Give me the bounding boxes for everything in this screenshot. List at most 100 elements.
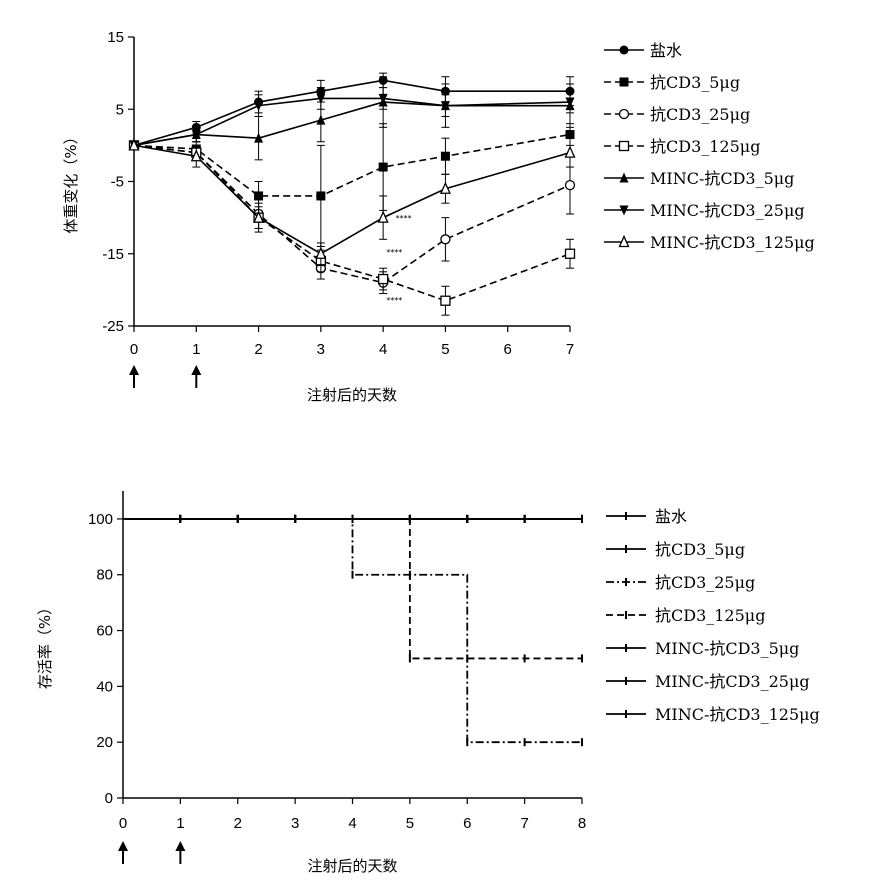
survival-line [123, 518, 582, 744]
data-point-marker [190, 149, 202, 162]
data-point-marker [564, 248, 576, 259]
y-tick-label: -5 [111, 174, 124, 191]
significance-annotation: **** [386, 296, 402, 305]
x-tick-label: 6 [463, 815, 471, 832]
data-point-marker [377, 210, 389, 223]
y-tick-label: 40 [96, 678, 113, 695]
legend-label: MINC-抗CD3_125μg [650, 233, 815, 252]
series-line [133, 144, 571, 255]
data-point-marker [565, 130, 575, 140]
data-point-marker [619, 205, 629, 216]
legend-label: 抗CD3_125μg [655, 606, 765, 625]
legend-label: 抗CD3_25μg [655, 573, 755, 592]
legend-label: 抗CD3_5μg [655, 540, 745, 559]
legend-label: 盐水 [655, 507, 687, 526]
data-point-marker [316, 114, 326, 125]
x-tick-label: 3 [317, 341, 325, 358]
data-point-marker [253, 210, 265, 223]
injection-arrow-head [118, 841, 128, 851]
series-line [133, 133, 571, 197]
y-tick-label: 15 [107, 29, 124, 46]
data-point-marker [439, 181, 451, 194]
series-line [133, 79, 570, 147]
legend-label: 抗CD3_125μg [650, 137, 760, 156]
data-point-marker [564, 145, 576, 158]
series-6 [128, 137, 576, 266]
y-axis-label: 体重变化（%） [62, 129, 80, 233]
data-point-marker [565, 97, 575, 108]
injection-arrow-head [129, 365, 139, 375]
data-point-marker [128, 138, 140, 151]
x-tick-label: 0 [130, 341, 138, 358]
x-tick-label: 2 [254, 341, 262, 358]
x-tick-label: 4 [379, 341, 387, 358]
injection-arrow-head [191, 365, 202, 375]
data-point-marker [254, 132, 264, 143]
x-tick-label: 0 [119, 815, 127, 832]
y-axis-label: 存活率（%） [36, 600, 54, 689]
legend-label: MINC-抗CD3_25μg [650, 201, 805, 220]
x-tick-label: 1 [176, 815, 184, 832]
data-point-marker [619, 172, 629, 183]
x-tick-label: 7 [520, 815, 528, 832]
y-tick-label: 60 [96, 623, 113, 640]
data-point-marker [440, 101, 450, 112]
legend-label: 抗CD3_25μg [650, 105, 750, 124]
survival-series-6 [123, 514, 583, 523]
weight-change-chart: 15 5 -5 -15 -25 0 1 2 3 4 5 6 7 注射后的天数 体重变化（%） **** ****… [62, 29, 815, 404]
data-point-marker [315, 246, 327, 259]
legend-label: 抗CD3_5μg [650, 73, 740, 92]
data-point-marker [377, 273, 389, 285]
data-point-marker [191, 130, 201, 141]
data-point-marker [618, 234, 630, 248]
data-point-marker [618, 140, 630, 152]
x-axis-label: 注射后的天数 [307, 857, 397, 875]
injection-arrow-head [175, 841, 186, 851]
data-point-marker [619, 77, 629, 87]
y-tick-label: -25 [102, 318, 124, 335]
x-tick-label: 5 [441, 341, 449, 358]
x-tick-label: 2 [234, 815, 242, 832]
data-point-marker [254, 101, 264, 112]
significance-annotation: **** [396, 214, 412, 223]
data-point-marker [378, 93, 388, 104]
x-tick-label: 7 [566, 341, 574, 358]
x-tick-label: 6 [504, 341, 512, 358]
data-point-marker [564, 179, 576, 191]
series-line [133, 144, 571, 284]
y-tick-label: 100 [88, 511, 113, 528]
x-axis-label: 注射后的天数 [307, 386, 397, 404]
data-point-marker [254, 191, 264, 201]
legend-label: MINC-抗CD3_5μg [655, 639, 799, 658]
series-5 [129, 87, 575, 151]
survival-series-2 [123, 514, 583, 747]
y-tick-label: -15 [102, 246, 124, 263]
data-point-marker [440, 234, 451, 245]
x-tick-label: 4 [348, 815, 356, 832]
x-tick-label: 1 [192, 341, 200, 358]
legend-label: MINC-抗CD3_5μg [650, 169, 794, 188]
significance-annotation: **** [386, 248, 402, 257]
data-point-marker [316, 191, 326, 201]
y-tick-label: 80 [96, 567, 113, 584]
y-tick-label: 5 [116, 101, 124, 118]
legend-label: MINC-抗CD3_125μg [655, 705, 820, 724]
legend-label: MINC-抗CD3_25μg [655, 672, 810, 691]
data-point-marker [378, 162, 388, 172]
legend-label: 盐水 [650, 41, 682, 60]
series-line [133, 144, 571, 302]
data-point-marker [316, 93, 326, 104]
data-point-marker [440, 295, 451, 306]
x-tick-label: 8 [578, 815, 586, 832]
survival-chart: 100 80 60 40 20 00 1 2 3 4 5 6 7 8 注射后的天数 存活率（%） 盐水抗CD3_… [36, 491, 820, 875]
data-point-marker [618, 108, 630, 120]
x-tick-label: 5 [406, 815, 414, 832]
survival-line [123, 518, 582, 660]
y-tick-label: 20 [96, 734, 113, 751]
data-point-marker [440, 151, 450, 161]
data-point-marker [619, 45, 629, 55]
y-tick-label: 0 [105, 790, 113, 807]
